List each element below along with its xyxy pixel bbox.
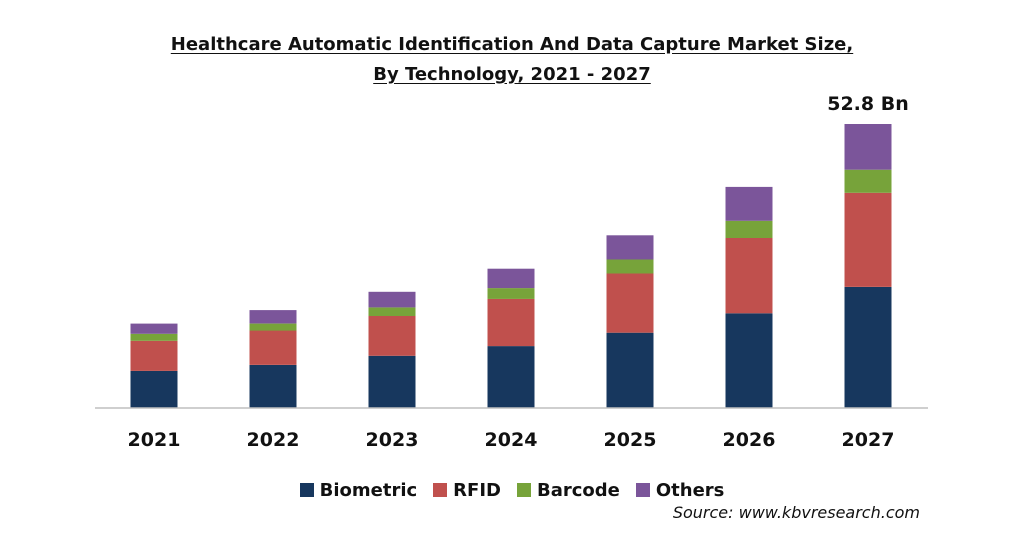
legend-label-rfid: RFID <box>453 480 501 501</box>
x-tick-label-2026: 2026 <box>723 429 776 451</box>
bar-barcode-2023 <box>368 307 416 316</box>
bar-others-2027 <box>844 124 892 170</box>
bar-biometric-2027 <box>844 287 892 408</box>
bar-rfid-2022 <box>249 330 297 365</box>
legend-label-others: Others <box>655 480 725 501</box>
x-tick-label-2021: 2021 <box>128 429 181 451</box>
bar-rfid-2021 <box>130 340 178 371</box>
x-tick-label-2024: 2024 <box>485 429 538 451</box>
data-label-2027: 52.8 Bn <box>827 93 909 115</box>
x-tick-label-2025: 2025 <box>604 429 657 451</box>
bar-biometric-2022 <box>249 365 297 408</box>
legend-swatch-barcode <box>516 483 531 497</box>
bar-rfid-2027 <box>844 192 892 287</box>
bar-barcode-2026 <box>725 220 773 238</box>
bar-others-2022 <box>249 310 297 324</box>
bar-others-2026 <box>725 186 773 221</box>
legend-label-biometric: Biometric <box>319 480 418 501</box>
bar-barcode-2027 <box>844 169 892 193</box>
bars-layer <box>130 124 892 408</box>
source-text: Source: www.kbvresearch.com <box>672 503 920 522</box>
chart-title-line-1: Healthcare Automatic Identification And … <box>170 34 854 55</box>
x-tick-labels: 2021 2022 2023 2024 2025 2026 2027 <box>128 429 895 451</box>
bar-others-2021 <box>130 323 178 334</box>
data-labels: 52.8 Bn <box>827 93 909 115</box>
legend-item-others: Others <box>635 480 725 501</box>
legend-item-rfid: RFID <box>433 480 501 501</box>
x-tick-label-2023: 2023 <box>366 429 419 451</box>
bar-rfid-2024 <box>487 298 535 347</box>
bar-biometric-2025 <box>606 332 654 408</box>
bar-biometric-2024 <box>487 346 535 408</box>
bar-biometric-2021 <box>130 370 178 408</box>
legend-item-barcode: Barcode <box>516 480 620 501</box>
bar-rfid-2025 <box>606 273 654 333</box>
bar-biometric-2026 <box>725 313 773 408</box>
bar-barcode-2024 <box>487 288 535 299</box>
bar-barcode-2021 <box>130 333 178 341</box>
bar-rfid-2023 <box>368 316 416 356</box>
legend-swatch-biometric <box>299 483 314 497</box>
x-tick-label-2027: 2027 <box>842 429 895 451</box>
legend-item-biometric: Biometric <box>299 480 418 501</box>
bar-rfid-2026 <box>725 238 773 314</box>
chart-title-line-2: By Technology, 2021 - 2027 <box>373 64 651 85</box>
bar-others-2025 <box>606 235 654 260</box>
bar-others-2023 <box>368 291 416 308</box>
bar-barcode-2025 <box>606 259 654 274</box>
bar-barcode-2022 <box>249 323 297 331</box>
legend-swatch-rfid <box>433 483 448 497</box>
x-tick-label-2022: 2022 <box>247 429 300 451</box>
legend-swatch-others <box>635 483 650 497</box>
chart-title: Healthcare Automatic Identification And … <box>0 30 1024 90</box>
legend: Biometric RFID Barcode Others <box>0 480 1024 501</box>
legend-label-barcode: Barcode <box>536 480 620 501</box>
bar-others-2024 <box>487 268 535 289</box>
bar-biometric-2023 <box>368 355 416 408</box>
